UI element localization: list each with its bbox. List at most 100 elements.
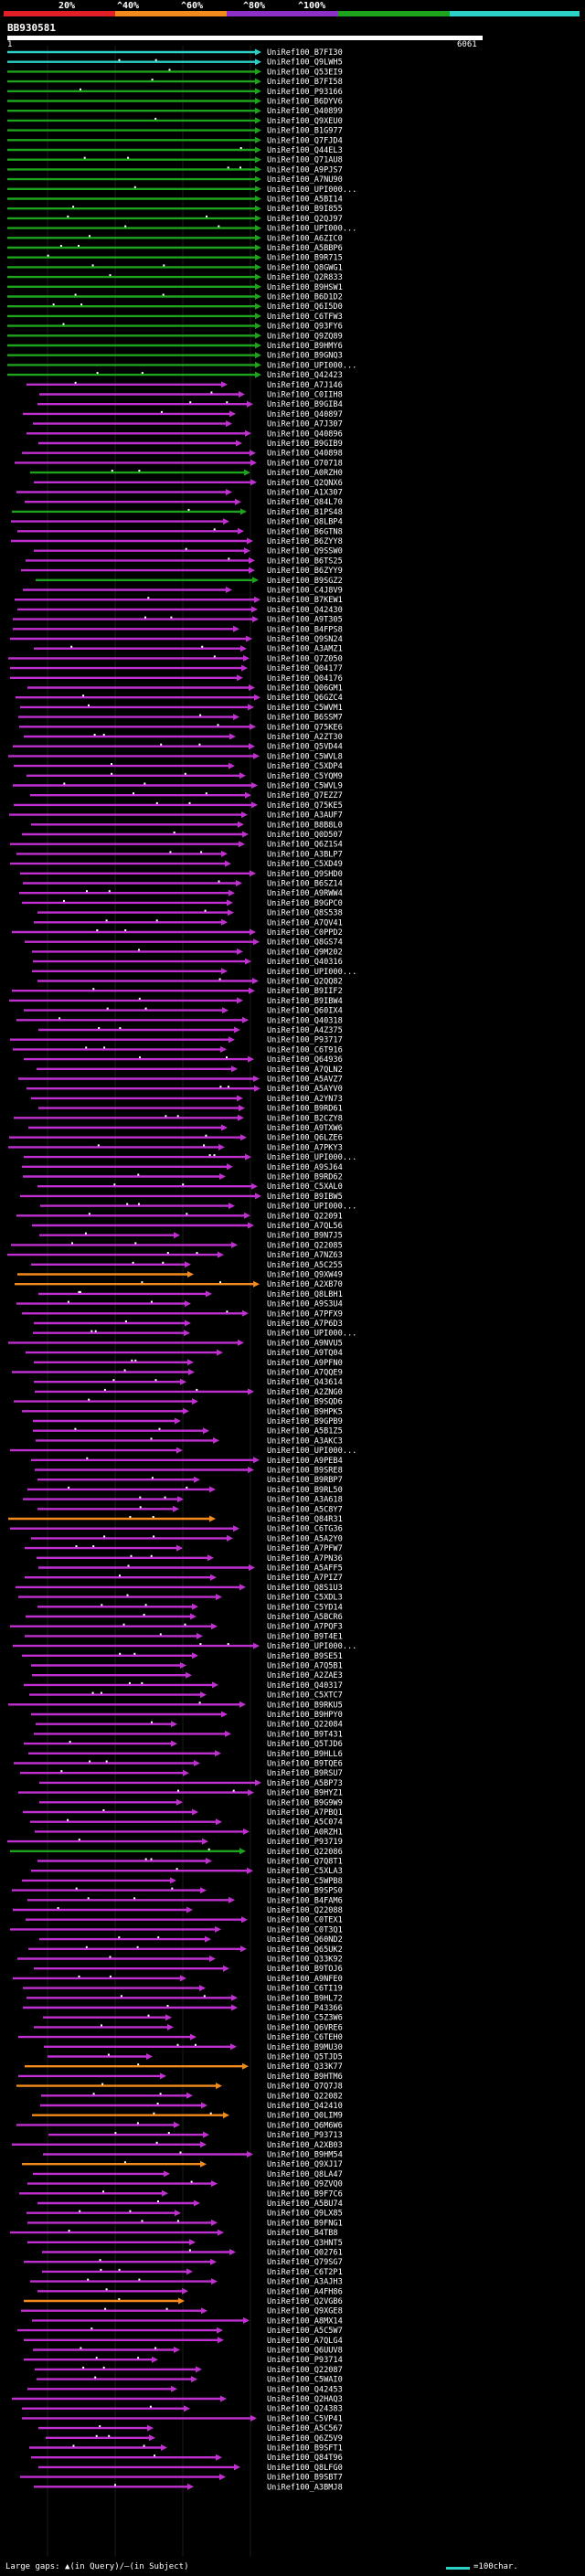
hit-label[interactable]: UniRef100_Q9SHD0 xyxy=(267,870,343,879)
hit-label[interactable]: UniRef100_Q8LBH1 xyxy=(267,1290,343,1299)
hit-row[interactable]: UniRef100_B9T4E1 xyxy=(25,1632,343,1641)
hit-row[interactable]: UniRef100_A7QLN2 xyxy=(37,1065,343,1075)
hit-label[interactable]: UniRef100_C5XLA3 xyxy=(267,1867,343,1876)
hit-label[interactable]: UniRef100_A9NFE0 xyxy=(267,1975,343,1984)
hit-label[interactable]: UniRef100_B6ZYY9 xyxy=(267,567,343,576)
hit-label[interactable]: UniRef100_C0T3Q1 xyxy=(267,1925,343,1935)
hit-row[interactable]: UniRef100_A0RZH0 xyxy=(30,469,343,478)
hit-row[interactable]: UniRef100_Q44EL3 xyxy=(7,146,343,155)
hit-row[interactable]: UniRef100_C5YD14 xyxy=(37,1603,343,1612)
hit-row[interactable]: UniRef100_B9RD62 xyxy=(23,1173,343,1182)
hit-label[interactable]: UniRef100_C5Z3W6 xyxy=(267,2014,343,2023)
hit-label[interactable]: UniRef100_B7KEW1 xyxy=(267,596,343,605)
hit-label[interactable]: UniRef100_A9PEB4 xyxy=(267,1457,343,1466)
hit-label[interactable]: UniRef100_B9HSW1 xyxy=(267,283,343,292)
hit-row[interactable]: UniRef100_B9SQD6 xyxy=(14,1398,343,1407)
hit-row[interactable]: UniRef100_A5B1Z5 xyxy=(33,1427,343,1436)
hit-label[interactable]: UniRef100_Q40318 xyxy=(267,1016,343,1025)
hit-row[interactable]: UniRef100_A5C8Y7 xyxy=(37,1505,343,1514)
hit-label[interactable]: UniRef100_Q7Q8T1 xyxy=(267,1858,343,1867)
hit-label[interactable]: UniRef100_A7PFX9 xyxy=(267,1309,343,1319)
hit-label[interactable]: UniRef100_A5AVZ7 xyxy=(267,1076,343,1085)
hit-label[interactable]: UniRef100_A7J146 xyxy=(267,381,343,390)
hit-label[interactable]: UniRef100_Q42423 xyxy=(267,371,343,380)
hit-row[interactable]: UniRef100_B9R715 xyxy=(7,254,343,263)
hit-label[interactable]: UniRef100_A7QLN2 xyxy=(267,1065,343,1075)
hit-label[interactable]: UniRef100_Q9XGE8 xyxy=(267,2307,343,2316)
hit-label[interactable]: UniRef100_B6SSM7 xyxy=(267,714,343,723)
hit-row[interactable]: UniRef100_A7J307 xyxy=(33,420,343,429)
hit-label[interactable]: UniRef100_A7NZ63 xyxy=(267,1251,343,1260)
hit-row[interactable]: UniRef100_C6TI19 xyxy=(23,1985,343,1994)
hit-row[interactable]: UniRef100_A0RZH1 xyxy=(35,1828,343,1837)
hit-label[interactable]: UniRef100_B9GPB9 xyxy=(267,1417,343,1426)
hit-label[interactable]: UniRef100_C0PPD2 xyxy=(267,928,343,938)
hit-row[interactable]: UniRef100_B9RD61 xyxy=(38,1105,343,1114)
hit-label[interactable]: UniRef100_B9GIB9 xyxy=(267,440,343,449)
hit-row[interactable]: UniRef100_Q04176 xyxy=(10,674,343,684)
hit-label[interactable]: UniRef100_B7FI30 xyxy=(267,48,343,58)
hit-label[interactable]: UniRef100_C6T2P1 xyxy=(267,2268,343,2277)
hit-row[interactable]: UniRef100_Q24383 xyxy=(22,2405,343,2414)
hit-row[interactable]: UniRef100_B1G977 xyxy=(7,127,343,136)
hit-label[interactable]: UniRef100_A7PN36 xyxy=(267,1554,343,1564)
hit-row[interactable]: UniRef100_A9PEB4 xyxy=(31,1457,343,1466)
hit-label[interactable]: UniRef100_Q75KE5 xyxy=(267,801,343,811)
hit-row[interactable]: UniRef100_B9HPK5 xyxy=(22,1407,343,1416)
hit-label[interactable]: UniRef100_A9PJS7 xyxy=(267,165,343,175)
hit-label[interactable]: UniRef100_B8B8L0 xyxy=(267,821,343,830)
hit-label[interactable]: UniRef100_Q8LFG0 xyxy=(267,2464,343,2473)
hit-row[interactable]: UniRef100_Q84R31 xyxy=(8,1515,343,1524)
hit-row[interactable]: UniRef100_A9SJ64 xyxy=(22,1163,343,1172)
hit-label[interactable]: UniRef100_A9RWW4 xyxy=(267,889,343,898)
hit-row[interactable]: UniRef100_B9TQE6 xyxy=(14,1760,343,1769)
hit-row[interactable]: UniRef100_A5C074 xyxy=(30,1818,343,1828)
hit-row[interactable]: UniRef100_Q5VD44 xyxy=(13,743,343,752)
hit-label[interactable]: UniRef100_A7PBQ1 xyxy=(267,1808,343,1818)
hit-row[interactable]: UniRef100_C5XAL0 xyxy=(37,1182,343,1192)
hit-label[interactable]: UniRef100_B1G977 xyxy=(267,127,343,136)
hit-row[interactable]: UniRef100_B9IIF2 xyxy=(12,987,343,996)
hit-row[interactable]: UniRef100_Q9XEU0 xyxy=(7,117,343,126)
hit-label[interactable]: UniRef100_C5XAL0 xyxy=(267,1182,343,1192)
hit-row[interactable]: UniRef100_A5BP73 xyxy=(39,1779,343,1788)
hit-label[interactable]: UniRef100_P93166 xyxy=(267,88,343,97)
hit-label[interactable]: UniRef100_B9RKU5 xyxy=(267,1701,343,1710)
hit-label[interactable]: UniRef100_B9HMY6 xyxy=(267,342,343,351)
hit-row[interactable]: UniRef100_Q9SSW0 xyxy=(34,547,343,557)
hit-row[interactable]: UniRef100_A3AJH3 xyxy=(30,2278,343,2287)
hit-label[interactable]: UniRef100_B6ZYY8 xyxy=(267,537,343,546)
hit-label[interactable]: UniRef100_Q53EI9 xyxy=(267,68,343,77)
hit-row[interactable]: UniRef100_Q2HAQ3 xyxy=(12,2395,343,2404)
hit-label[interactable]: UniRef100_Q9XW49 xyxy=(267,1271,343,1280)
hit-label[interactable]: UniRef100_A5C255 xyxy=(267,1261,343,1270)
hit-row[interactable]: UniRef100_C6T916 xyxy=(13,1045,343,1055)
hit-label[interactable]: UniRef100_Q6Z1S4 xyxy=(267,841,343,850)
hit-label[interactable]: UniRef100_A7PQF3 xyxy=(267,1623,343,1632)
hit-row[interactable]: UniRef100_UPI000... xyxy=(24,1153,356,1162)
hit-label[interactable]: UniRef100_A9PFN0 xyxy=(267,1359,343,1368)
hit-row[interactable]: UniRef100_B9MU30 xyxy=(44,2043,343,2052)
hit-label[interactable]: UniRef100_A2XB70 xyxy=(267,1280,343,1289)
hit-row[interactable]: UniRef100_B9GIB9 xyxy=(38,440,343,449)
hit-row[interactable]: UniRef100_A7PKY3 xyxy=(8,1143,343,1152)
hit-row[interactable]: UniRef100_A5C255 xyxy=(31,1261,343,1270)
hit-row[interactable]: UniRef100_UPI000... xyxy=(40,1203,356,1212)
hit-row[interactable]: UniRef100_B8B8L0 xyxy=(31,821,343,830)
hit-label[interactable]: UniRef100_B9R715 xyxy=(267,254,343,263)
hit-row[interactable]: UniRef100_Q04177 xyxy=(10,664,343,673)
hit-row[interactable]: UniRef100_B4FPS8 xyxy=(13,625,343,634)
hit-row[interactable]: UniRef100_A1X307 xyxy=(16,489,343,498)
hit-row[interactable]: UniRef100_B1PS48 xyxy=(12,508,343,517)
hit-row[interactable]: UniRef100_B9HM54 xyxy=(43,2151,343,2160)
hit-row[interactable]: UniRef100_A7J146 xyxy=(27,381,343,390)
hit-label[interactable]: UniRef100_Q9XJ17 xyxy=(267,2160,343,2169)
hit-label[interactable]: UniRef100_C5XDP4 xyxy=(267,762,343,771)
hit-label[interactable]: UniRef100_Q60ND2 xyxy=(267,1935,343,1945)
hit-row[interactable]: UniRef100_UPI000... xyxy=(13,1642,356,1651)
hit-row[interactable]: UniRef100_C5YQM9 xyxy=(27,772,343,781)
hit-row[interactable]: UniRef100_B9HL72 xyxy=(27,1994,343,2003)
hit-row[interactable]: UniRef100_Q7EZZ7 xyxy=(30,791,343,800)
hit-row[interactable]: UniRef100_Q02761 xyxy=(42,2249,343,2258)
hit-label[interactable]: UniRef100_C5WAI0 xyxy=(267,2376,343,2385)
